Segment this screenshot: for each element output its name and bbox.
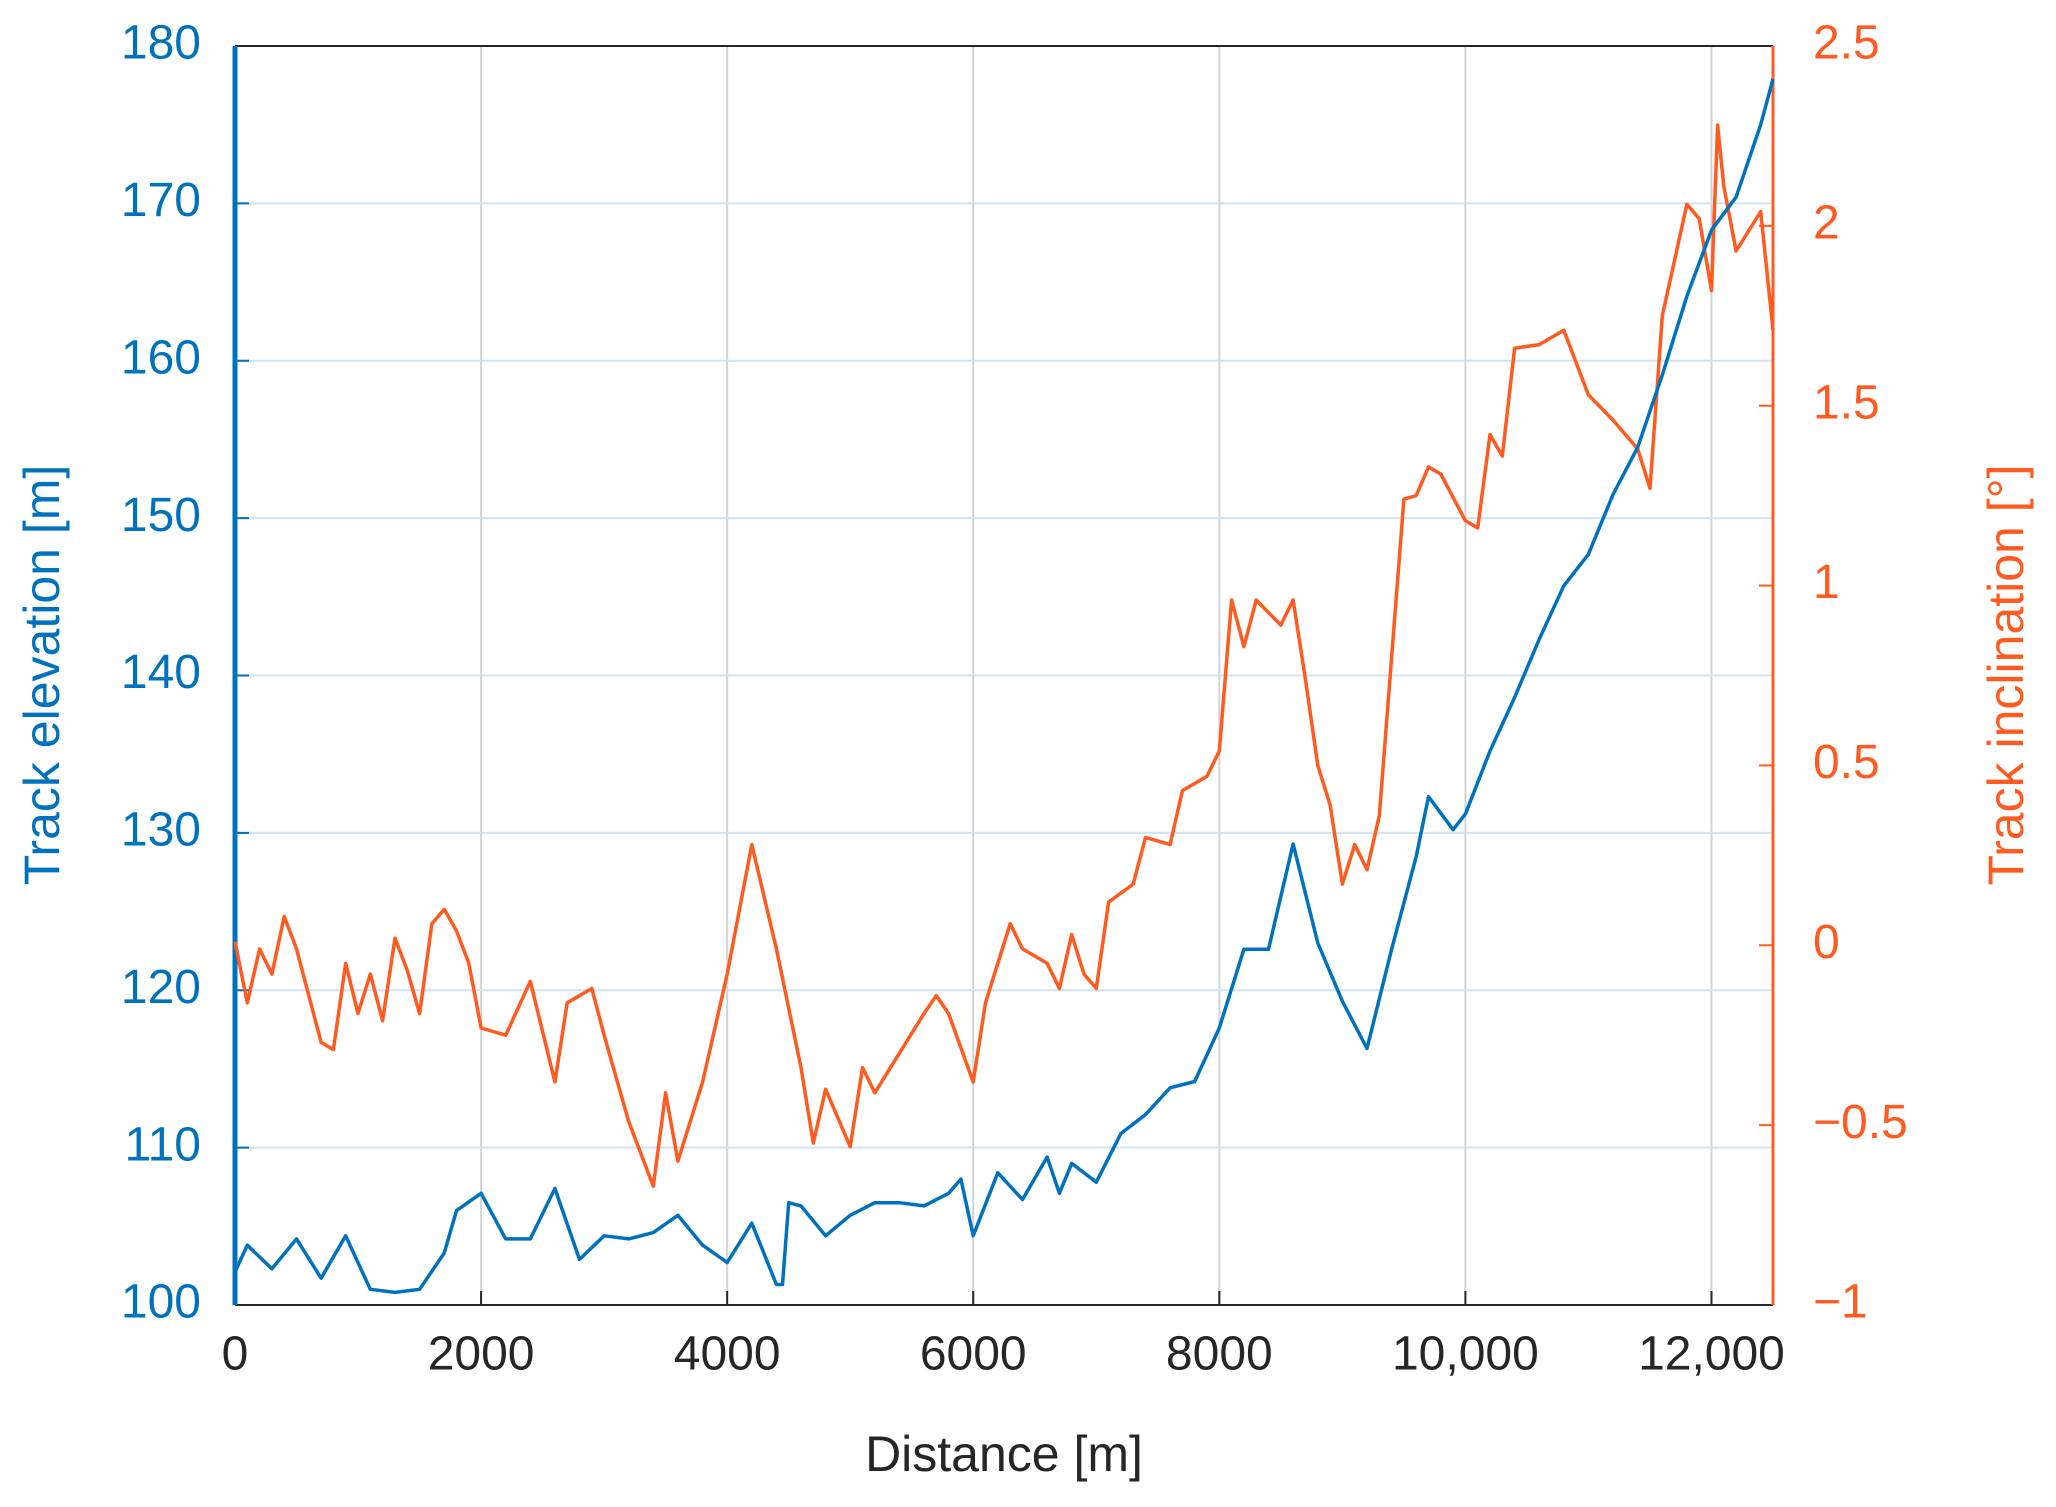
y2-tick-label: 2.5 xyxy=(1813,17,1880,70)
x-tick-label: 4000 xyxy=(674,1328,781,1381)
y2-tick-label: 0 xyxy=(1813,916,1840,969)
y-tick-label: 150 xyxy=(121,489,201,542)
y-tick-label: 180 xyxy=(121,17,201,70)
x-tick-label: 12,000 xyxy=(1638,1328,1785,1381)
y2-tick-label: 0.5 xyxy=(1813,736,1880,789)
y-axis-title: Track elevation [m] xyxy=(14,465,70,886)
y2-tick-label: 1.5 xyxy=(1813,376,1880,429)
y2-tick-label: 2 xyxy=(1813,197,1840,250)
series-line xyxy=(233,123,1775,1189)
y-tick-label: 140 xyxy=(121,646,201,699)
x-tick-label: 6000 xyxy=(920,1328,1027,1381)
y2-tick-label: −1 xyxy=(1813,1276,1868,1329)
y2-axis-title: Track inclination [°] xyxy=(1978,464,2034,885)
y2-tick-label: 1 xyxy=(1813,556,1840,609)
y-tick-label: 170 xyxy=(121,174,201,227)
y-tick-label: 120 xyxy=(121,961,201,1014)
y-tick-label: 110 xyxy=(124,1118,201,1171)
x-tick-label: 0 xyxy=(222,1328,249,1381)
series-line xyxy=(233,78,1775,1295)
x-tick-label: 2000 xyxy=(428,1328,535,1381)
x-tick-label: 10,000 xyxy=(1392,1328,1539,1381)
y2-tick-label: −0.5 xyxy=(1813,1096,1908,1149)
x-axis-title: Distance [m] xyxy=(865,1426,1143,1482)
x-tick-label: 8000 xyxy=(1166,1328,1273,1381)
y-tick-label: 100 xyxy=(121,1276,201,1329)
y-tick-label: 160 xyxy=(121,331,201,384)
y-tick-label: 130 xyxy=(121,804,201,857)
